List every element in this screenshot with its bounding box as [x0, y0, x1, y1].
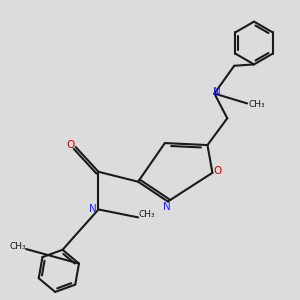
- Text: N: N: [89, 204, 96, 214]
- Text: N: N: [164, 202, 171, 212]
- Text: N: N: [214, 87, 221, 97]
- Text: CH₃: CH₃: [138, 211, 155, 220]
- Text: CH₃: CH₃: [10, 242, 26, 251]
- Text: O: O: [66, 140, 74, 150]
- Text: CH₃: CH₃: [248, 100, 265, 109]
- Text: O: O: [214, 166, 222, 176]
